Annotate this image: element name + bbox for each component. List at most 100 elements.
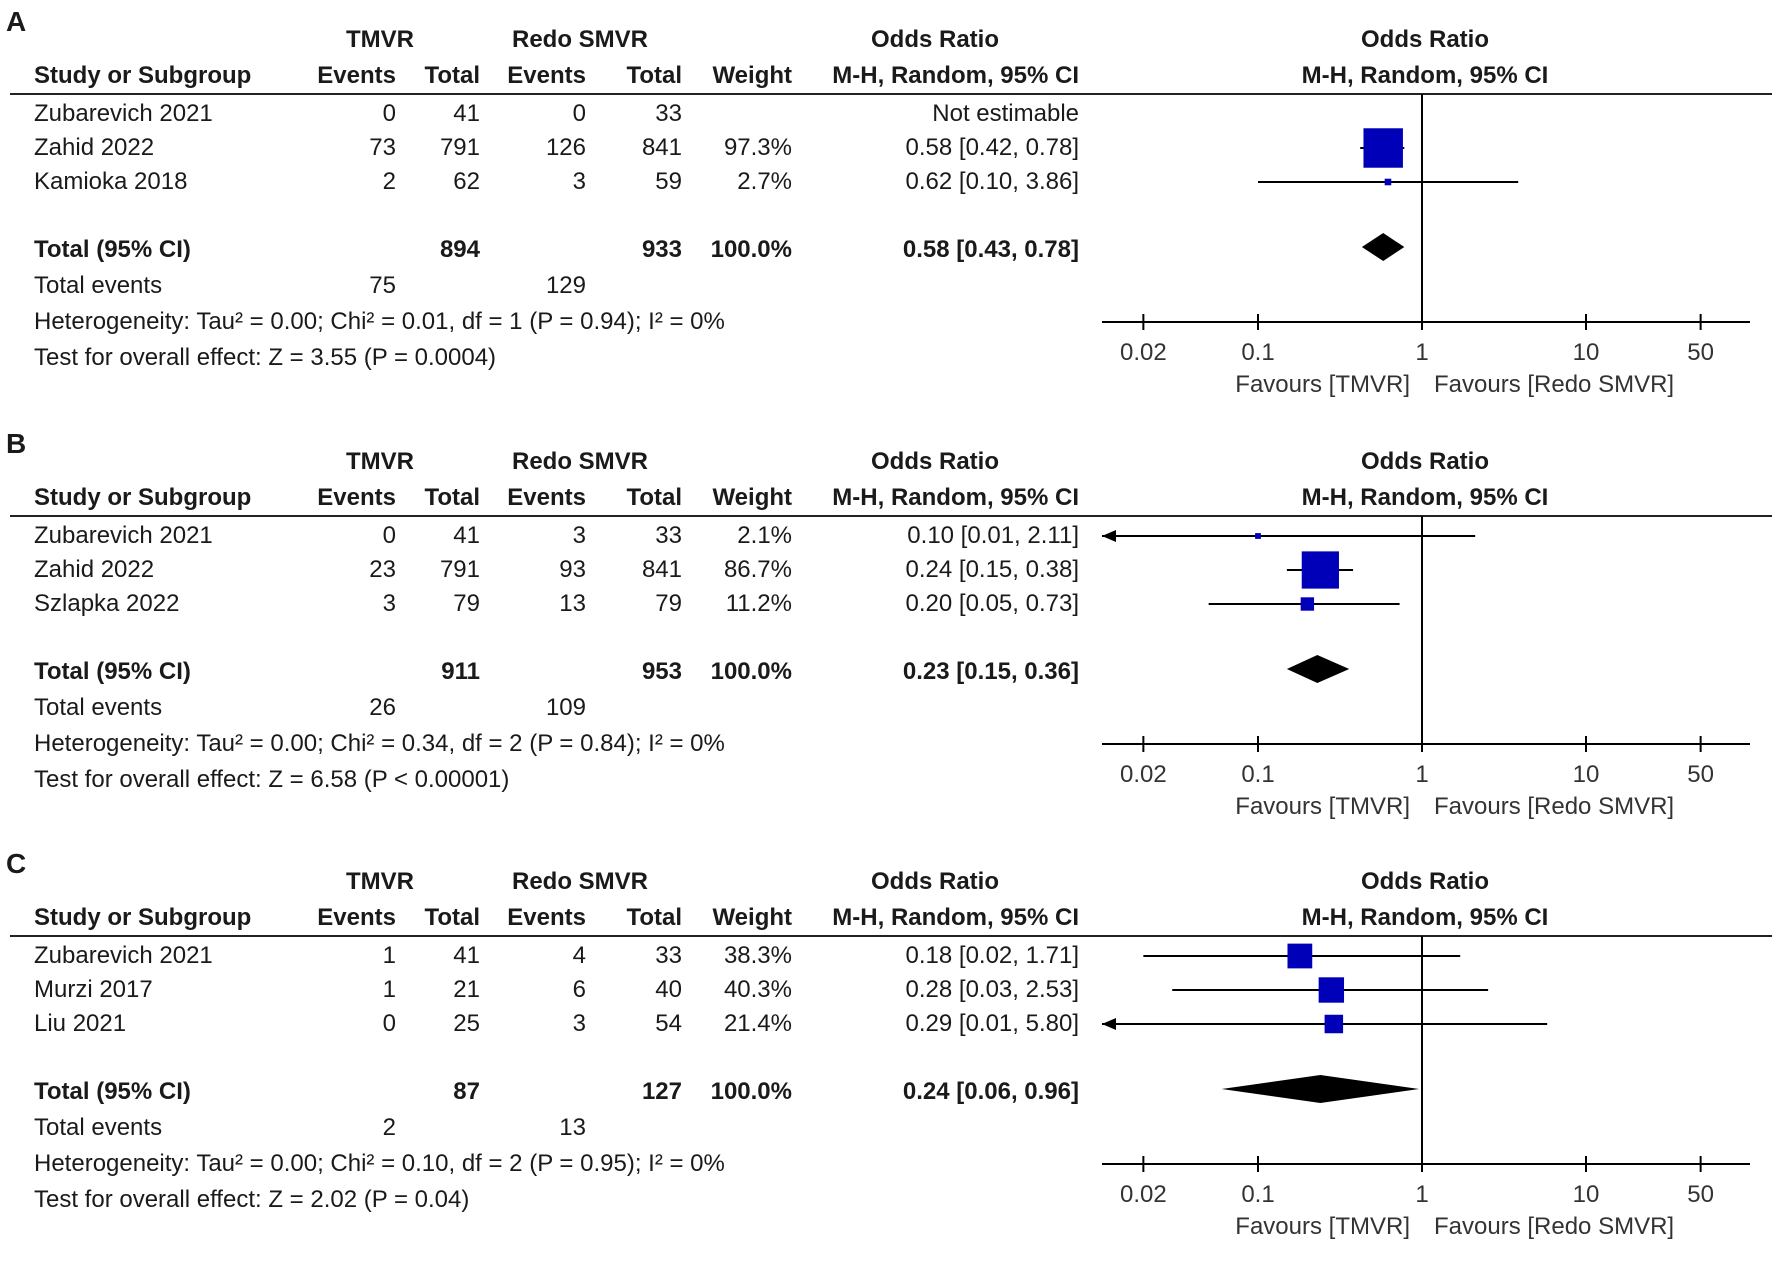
group2-header: Redo SMVR [511, 868, 648, 895]
smvr-events: 126 [545, 134, 586, 161]
study-header: Study or Subgroup [34, 484, 252, 511]
study-name: Murzi 2017 [34, 976, 153, 1003]
total-events-smvr: 129 [545, 272, 586, 299]
ci-arrow [1102, 1018, 1116, 1030]
smvr-events: 3 [572, 168, 586, 195]
forest-plot-svg: 0.02 0.1 1 10 50 Favours [TMVR] Favours [Redo … [1102, 516, 1750, 820]
x-tick-label: 0.02 [1120, 1181, 1167, 1208]
panel-label: A [6, 6, 27, 37]
smvr-total: 40 [655, 976, 682, 1003]
total1-header: Total [424, 62, 480, 89]
weight-header: Weight [712, 62, 792, 89]
total-n2: 953 [641, 658, 682, 685]
total-label: Total (95% CI) [34, 236, 191, 263]
x-tick-label: 0.02 [1120, 339, 1167, 366]
plot-method: M-H, Random, 95% CI [1301, 904, 1549, 931]
total-n1: 911 [441, 658, 480, 685]
smvr-events: 3 [572, 522, 586, 549]
tmvr-events: 0 [382, 1010, 396, 1037]
smvr-events: 6 [572, 976, 586, 1003]
heterogeneity-text: Heterogeneity: Tau² = 0.00; Chi² = 0.10,… [34, 1150, 725, 1177]
total-weight: 100.0% [710, 236, 792, 263]
tmvr-total: 41 [453, 100, 480, 127]
tmvr-events: 1 [382, 942, 396, 969]
total-weight: 100.0% [710, 1078, 792, 1105]
study-square [1255, 533, 1261, 539]
study-name: Zubarevich 2021 [34, 942, 213, 969]
total-events-smvr: 13 [559, 1114, 586, 1141]
study-weight: 97.3% [723, 134, 792, 161]
study-name: Szlapka 2022 [34, 590, 180, 617]
x-tick-label: 1 [1415, 1181, 1428, 1208]
study-or-ci: 0.62 [0.10, 3.86] [905, 168, 1079, 195]
total-events-label: Total events [34, 694, 163, 721]
total-events-label: Total events [34, 1114, 163, 1141]
total2-header: Total [626, 62, 682, 89]
total-events-smvr: 109 [545, 694, 586, 721]
study-name: Zahid 2022 [34, 134, 155, 161]
events2-header: Events [507, 904, 586, 931]
study-weight: 11.2% [725, 590, 792, 617]
x-tick-label: 10 [1573, 761, 1600, 788]
or-column-title: Odds Ratio [870, 448, 999, 475]
tmvr-events: 0 [382, 522, 396, 549]
study-header: Study or Subgroup [34, 904, 252, 931]
study-or-ci: 0.18 [0.02, 1.71] [905, 942, 1079, 969]
tmvr-total: 25 [453, 1010, 480, 1037]
smvr-total: 54 [655, 1010, 682, 1037]
total-n1: 894 [439, 236, 480, 263]
smvr-total: 33 [655, 522, 682, 549]
or-method-header: M-H, Random, 95% CI [832, 484, 1079, 511]
tmvr-events: 2 [382, 168, 396, 195]
study-square [1300, 597, 1315, 611]
overall-effect-text: Test for overall effect: Z = 6.58 (P < 0… [34, 766, 510, 793]
pooled-diamond [1361, 233, 1405, 261]
forest-plot-svg: 0.02 0.1 1 10 50 Favours [TMVR] Favours [Redo … [1102, 94, 1750, 398]
panel-label: C [6, 848, 27, 879]
or-column-title: Odds Ratio [870, 26, 999, 53]
x-tick-label: 50 [1687, 761, 1714, 788]
smvr-total: 33 [655, 942, 682, 969]
header-divider [10, 93, 1772, 95]
smvr-total: 79 [655, 590, 682, 617]
forest-panel-c: C TMVR Redo SMVR Odds Ratio Odds Ratio Study … [0, 842, 1772, 1262]
x-tick-label: 10 [1573, 1181, 1600, 1208]
events1-header: Events [317, 484, 396, 511]
x-tick-label: 0.02 [1120, 761, 1167, 788]
total-label: Total (95% CI) [34, 1078, 191, 1105]
study-weight: 2.1% [737, 522, 792, 549]
forest-panel-b: B TMVR Redo SMVR Odds Ratio Odds Ratio Study … [0, 422, 1772, 842]
tmvr-total: 62 [453, 168, 480, 195]
ci-arrow [1102, 530, 1116, 542]
smvr-total: 841 [641, 556, 682, 583]
x-tick-label: 0.1 [1241, 761, 1274, 788]
study-name: Liu 2021 [34, 1010, 127, 1037]
events2-header: Events [507, 484, 586, 511]
group2-header: Redo SMVR [511, 26, 648, 53]
tmvr-total: 791 [439, 134, 480, 161]
study-weight: 21.4% [723, 1010, 792, 1037]
plot-title: Odds Ratio [1360, 26, 1489, 53]
study-weight: 40.3% [723, 976, 792, 1003]
x-tick-label: 1 [1415, 761, 1428, 788]
x-tick-label: 0.1 [1241, 1181, 1274, 1208]
header-divider [10, 515, 1772, 517]
favours-left-label: Favours [TMVR] [1235, 793, 1410, 820]
smvr-total: 841 [641, 134, 682, 161]
study-or-ci: Not estimable [932, 100, 1079, 127]
total-events-tmvr: 2 [382, 1114, 396, 1141]
smvr-events: 0 [572, 100, 586, 127]
smvr-total: 33 [655, 100, 682, 127]
favours-right-label: Favours [Redo SMVR] [1434, 1213, 1674, 1240]
total-or-ci: 0.24 [0.06, 0.96] [902, 1078, 1079, 1105]
study-weight: 38.3% [723, 942, 792, 969]
heterogeneity-text: Heterogeneity: Tau² = 0.00; Chi² = 0.34,… [34, 730, 725, 757]
study-name: Kamioka 2018 [34, 168, 188, 195]
x-tick-label: 50 [1687, 339, 1714, 366]
total-events-tmvr: 26 [369, 694, 396, 721]
forest-panel-a: A TMVR Redo SMVR Odds Ratio Odds Ratio Study … [0, 0, 1772, 420]
total-events-label: Total events [34, 272, 163, 299]
or-method-header: M-H, Random, 95% CI [832, 904, 1079, 931]
header-divider [10, 935, 1772, 937]
study-or-ci: 0.28 [0.03, 2.53] [905, 976, 1079, 1003]
